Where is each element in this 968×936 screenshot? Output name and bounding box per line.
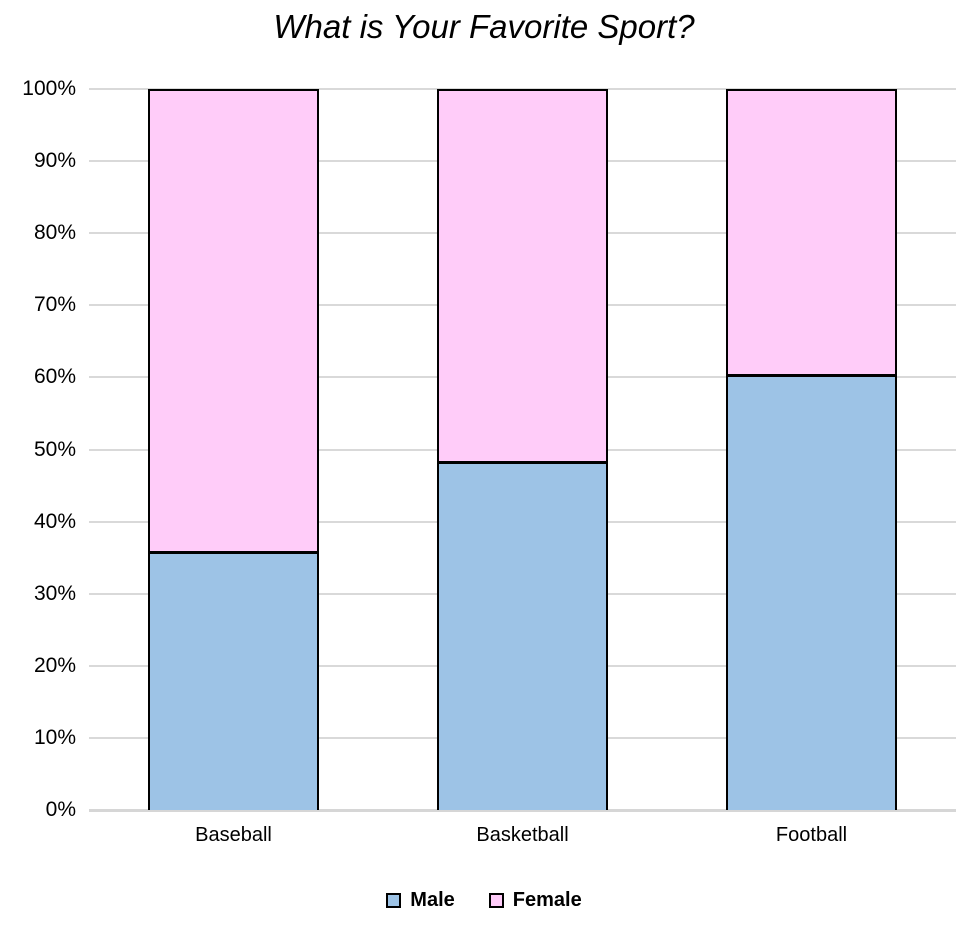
bar-basketball [437, 89, 608, 810]
legend-label-female: Female [512, 889, 582, 911]
legend-item-male: Male [386, 889, 455, 912]
x-axis-line [89, 809, 956, 812]
bar-segment-male-football [728, 373, 895, 810]
y-tick-label-50%: 50% [33, 437, 76, 461]
bar-football [726, 89, 897, 810]
y-axis: 0% 10% 20% 30% 40% 50% 60% 70% 80% 90% 100% [0, 77, 76, 821]
x-tick-label-baseball: Baseball [195, 824, 272, 846]
chart-title: What is Your Favorite Sport? [273, 8, 695, 45]
x-axis: Baseball Basketball Football [89, 824, 956, 856]
x-tick-label-football: Football [775, 824, 848, 846]
bar-segment-male-baseball [149, 551, 317, 810]
legend-swatch-male [386, 893, 402, 908]
legend-item-female: Female [488, 889, 582, 912]
legend-swatch-female [488, 893, 504, 908]
y-tick-label-80%: 80% [33, 221, 76, 245]
y-tick-label-90%: 90% [33, 149, 76, 173]
y-tick-label-20%: 20% [33, 653, 76, 677]
y-tick-label-10%: 10% [33, 725, 76, 749]
y-tick-label-100%: 100% [22, 77, 76, 100]
y-tick-label-70%: 70% [33, 293, 76, 317]
y-tick-label-30%: 30% [33, 581, 76, 605]
legend: Male Female [0, 889, 968, 912]
x-tick-label-basketball: Basketball [476, 824, 569, 846]
bar-segment-female-basketball [439, 91, 606, 462]
y-tick-label-40%: 40% [33, 509, 76, 533]
bar-segment-male-basketball [439, 461, 606, 810]
y-tick-label-0%: 0% [45, 798, 76, 821]
plot-area [89, 88, 956, 812]
legend-label-male: Male [410, 889, 455, 911]
bar-segment-female-baseball [149, 91, 317, 552]
bar-segment-female-football [728, 91, 895, 374]
bar-baseball [147, 89, 319, 810]
y-tick-label-60%: 60% [33, 365, 76, 389]
